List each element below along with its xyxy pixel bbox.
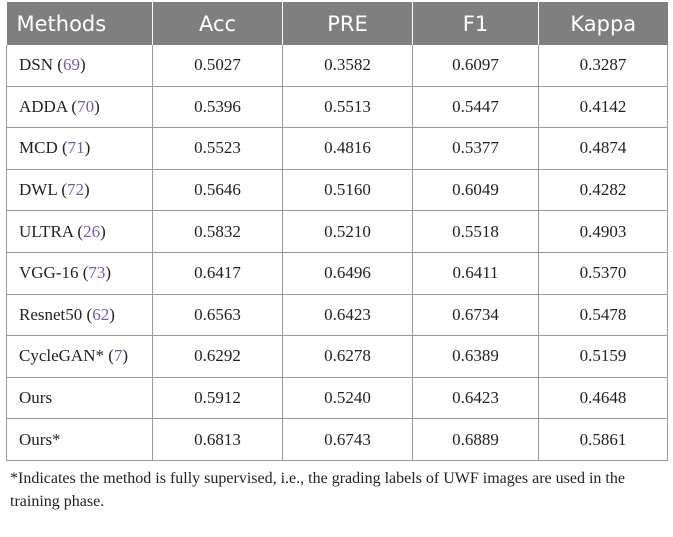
results-table: Methods Acc PRE F1 Kappa DSN (69) 0.5027 0… (6, 2, 668, 461)
metric-cell: 0.5027 (152, 45, 283, 87)
metric-cell: 0.5240 (282, 377, 413, 420)
citation-link[interactable]: 72 (67, 180, 84, 200)
method-name: ULTRA (19, 221, 74, 241)
citation-link[interactable]: 26 (83, 221, 101, 241)
table-row: MCD (71) 0.5523 0.4816 0.5377 0.4874 (6, 127, 668, 170)
method-cell: VGG-16 (73) (6, 252, 153, 295)
method-name: CycleGAN* (19, 346, 104, 366)
metric-cell: 0.6423 (412, 377, 539, 420)
metric-cell: 0.4648 (538, 377, 668, 420)
citation-link[interactable]: 7 (113, 346, 123, 366)
metric-cell: 0.6813 (152, 418, 283, 461)
method-cell: CycleGAN* (7) (6, 335, 153, 378)
method-name: DSN (19, 55, 54, 75)
method-cell: DWL (72) (6, 169, 153, 212)
method-name: DWL (19, 180, 58, 200)
metric-cell: 0.6563 (152, 294, 283, 337)
table-row: Ours* 0.6813 0.6743 0.6889 0.5861 (6, 418, 668, 461)
table-row: DWL (72) 0.5646 0.5160 0.6049 0.4282 (6, 169, 668, 212)
method-name: ADDA (19, 96, 68, 116)
metric-cell: 0.5160 (282, 169, 413, 212)
metric-cell: 0.6097 (412, 45, 539, 87)
table-footnote: *Indicates the method is fully supervise… (10, 469, 625, 510)
metric-cell: 0.6049 (412, 169, 539, 212)
metric-cell: 0.5523 (152, 127, 283, 170)
metric-cell: 0.5159 (538, 335, 668, 378)
metric-cell: 0.6496 (282, 252, 413, 295)
table-row: Resnet50 (62) 0.6563 0.6423 0.6734 0.5478 (6, 294, 668, 337)
metric-cell: 0.6734 (412, 294, 539, 337)
results-table-container: Methods Acc PRE F1 Kappa DSN (69) 0.5027 0… (6, 2, 668, 513)
metric-cell: 0.4874 (538, 127, 668, 170)
header-methods: Methods (6, 2, 153, 45)
metric-cell: 0.6423 (282, 294, 413, 337)
metric-cell: 0.5861 (538, 418, 668, 461)
citation-link[interactable]: 73 (88, 263, 106, 283)
table-row: ULTRA (26) 0.5832 0.5210 0.5518 0.4903 (6, 210, 668, 253)
metric-cell: 0.4142 (538, 86, 668, 129)
metric-cell: 0.5832 (152, 210, 283, 253)
metric-cell: 0.3582 (282, 45, 413, 87)
method-cell: ADDA (70) (6, 86, 153, 129)
metric-cell: 0.5447 (412, 86, 539, 129)
table-row: ADDA (70) 0.5396 0.5513 0.5447 0.4142 (6, 86, 668, 129)
header-row: Methods Acc PRE F1 Kappa (6, 2, 668, 45)
header-pre: PRE (282, 2, 413, 45)
table-row: VGG-16 (73) 0.6417 0.6496 0.6411 0.5370 (6, 252, 668, 295)
header-f1: F1 (412, 2, 539, 45)
citation-link[interactable]: 62 (92, 304, 110, 324)
metric-cell: 0.4903 (538, 210, 668, 253)
table-row: CycleGAN* (7) 0.6292 0.6278 0.6389 0.5159 (6, 335, 668, 378)
header-kappa: Kappa (538, 2, 668, 45)
metric-cell: 0.6417 (152, 252, 283, 295)
method-name: MCD (19, 138, 58, 158)
method-name: Resnet50 (19, 304, 83, 324)
metric-cell: 0.5377 (412, 127, 539, 170)
method-name: Ours* (19, 429, 61, 449)
metric-cell: 0.4816 (282, 127, 413, 170)
metric-cell: 0.4282 (538, 169, 668, 212)
metric-cell: 0.5210 (282, 210, 413, 253)
metric-cell: 0.6389 (412, 335, 539, 378)
header-acc: Acc (152, 2, 283, 45)
citation-link[interactable]: 71 (67, 138, 85, 158)
metric-cell: 0.5513 (282, 86, 413, 129)
method-cell: ULTRA (26) (6, 210, 153, 253)
metric-cell: 0.5396 (152, 86, 283, 129)
metric-cell: 0.6743 (282, 418, 413, 461)
method-cell: MCD (71) (6, 127, 153, 170)
metric-cell: 0.5478 (538, 294, 668, 337)
table-row: DSN (69) 0.5027 0.3582 0.6097 0.3287 (6, 45, 668, 87)
method-cell: Ours* (6, 418, 153, 461)
metric-cell: 0.6292 (152, 335, 283, 378)
table-row: Ours 0.5912 0.5240 0.6423 0.4648 (6, 377, 668, 420)
citation-link[interactable]: 70 (77, 96, 95, 116)
metric-cell: 0.5518 (412, 210, 539, 253)
metric-cell: 0.5370 (538, 252, 668, 295)
metric-cell: 0.6889 (412, 418, 539, 461)
metric-cell: 0.5912 (152, 377, 283, 420)
metric-cell: 0.3287 (538, 45, 668, 87)
method-cell: DSN (69) (6, 45, 153, 87)
method-cell: Ours (6, 377, 153, 420)
method-name: VGG-16 (19, 263, 79, 283)
metric-cell: 0.6278 (282, 335, 413, 378)
metric-cell: 0.6411 (412, 252, 539, 295)
citation-link[interactable]: 69 (62, 55, 80, 75)
method-cell: Resnet50 (62) (6, 294, 153, 337)
method-name: Ours (19, 388, 53, 408)
metric-cell: 0.5646 (152, 169, 283, 212)
